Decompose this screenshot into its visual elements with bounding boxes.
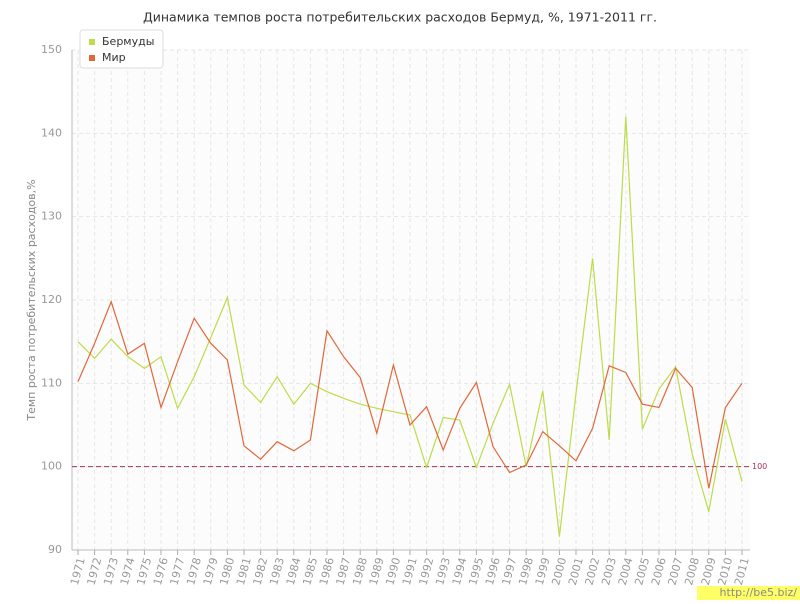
legend-swatch <box>89 55 95 61</box>
series-line <box>77 116 743 537</box>
y-tick-label: 100 <box>41 460 62 473</box>
chart-title: Динамика темпов роста потребительских ра… <box>143 10 657 25</box>
legend-label: Бермуды <box>102 35 154 48</box>
y-axis-label: Темп роста потребительских расходов,% <box>25 179 38 421</box>
y-tick-label: 90 <box>48 543 62 556</box>
legend-box <box>79 29 164 69</box>
y-tick-label: 150 <box>41 43 62 56</box>
y-tick-label: 110 <box>41 376 62 389</box>
watermark-bg <box>697 586 800 600</box>
y-tick-label: 120 <box>41 293 62 306</box>
reference-label: 100 <box>752 462 767 471</box>
y-tick-label: 140 <box>41 126 62 139</box>
legend-swatch <box>89 39 95 45</box>
legend-label: Мир <box>102 51 126 64</box>
legend: Бермуды Мир <box>79 29 164 69</box>
y-tick-label: 130 <box>41 210 62 223</box>
watermark: http://be5.biz/ <box>720 586 798 599</box>
series-line <box>77 299 743 489</box>
